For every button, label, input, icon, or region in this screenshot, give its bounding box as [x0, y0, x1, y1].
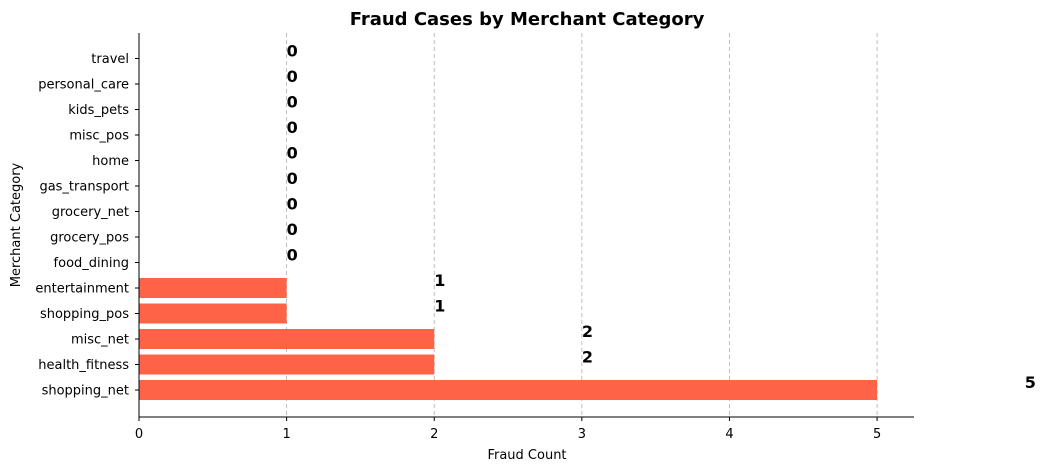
data-label-misc_pos: 0	[287, 118, 298, 137]
y-tick-labels: shopping_net health_fitness misc_net shoppi…	[35, 52, 129, 399]
data-label-grocery_net: 0	[287, 195, 298, 214]
y-tick-label-grocery_pos: grocery_pos	[50, 231, 129, 246]
y-tick-label-gas_transport: gas_transport	[39, 180, 129, 195]
bar-entertainment	[139, 278, 287, 298]
y-tick-label-shopping_pos: shopping_pos	[40, 307, 129, 322]
x-tick-label-3: 3	[578, 427, 586, 442]
axes	[135, 33, 914, 421]
data-label-grocery_pos: 0	[287, 220, 298, 239]
x-tick-label-0: 0	[135, 427, 143, 442]
data-label-personal_care: 0	[287, 67, 298, 86]
data-label-shopping_net: 5	[1025, 373, 1036, 392]
data-label-kids_pets: 0	[287, 93, 298, 112]
data-label-gas_transport: 0	[287, 169, 298, 188]
y-tick-label-misc_pos: misc_pos	[69, 129, 129, 144]
y-tick-label-personal_care: personal_care	[38, 78, 129, 93]
data-label-entertainment: 1	[434, 271, 445, 290]
y-tick-label-shopping_net: shopping_net	[42, 384, 129, 399]
y-tick-label-misc_net: misc_net	[71, 333, 129, 348]
bar-shopping_pos	[139, 303, 287, 324]
y-tick-label-home: home	[92, 154, 129, 169]
y-axis-title: Merchant Category	[9, 162, 24, 287]
x-tick-label-5: 5	[873, 427, 881, 442]
y-tick-label-grocery_net: grocery_net	[52, 205, 129, 220]
x-axis-title: Fraud Count	[487, 448, 566, 463]
bar-health_fitness	[139, 354, 435, 375]
y-tick-label-food_dining: food_dining	[54, 256, 129, 271]
data-label-home: 0	[287, 144, 298, 163]
y-tick-label-travel: travel	[91, 52, 129, 67]
data-label-food_dining: 0	[287, 246, 298, 265]
y-tick-label-entertainment: entertainment	[35, 282, 129, 297]
y-tick-label-kids_pets: kids_pets	[68, 103, 129, 118]
x-tick-label-1: 1	[282, 427, 290, 442]
bar-shopping_net	[139, 380, 878, 400]
data-labels: 5 2 2 1 1 0 0 0 0 0 0 0 0 0	[287, 42, 1036, 393]
bar-misc_net	[139, 329, 435, 349]
x-tick-labels: 0 1 2 3 4 5	[135, 427, 881, 442]
x-tick-label-4: 4	[725, 427, 733, 442]
data-label-health_fitness: 2	[582, 348, 593, 367]
data-label-misc_net: 2	[582, 322, 593, 341]
chart-title: Fraud Cases by Merchant Category	[350, 9, 705, 30]
bars	[139, 278, 878, 400]
x-tick-label-2: 2	[430, 427, 438, 442]
y-tick-label-health_fitness: health_fitness	[38, 358, 129, 373]
data-label-shopping_pos: 1	[434, 297, 445, 316]
data-label-travel: 0	[287, 42, 298, 61]
